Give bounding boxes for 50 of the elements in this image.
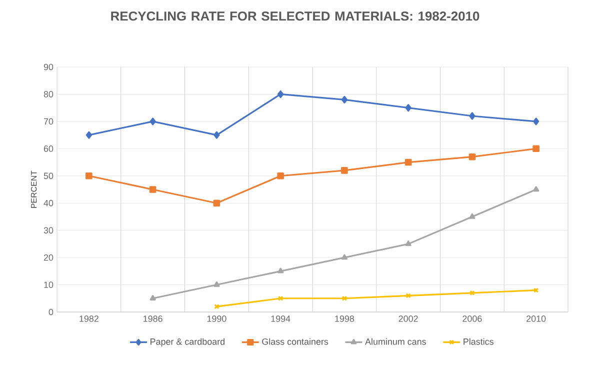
point xyxy=(149,186,156,193)
point xyxy=(405,240,412,246)
y-tick-label: 30 xyxy=(44,227,54,234)
point xyxy=(213,200,220,206)
point xyxy=(341,254,348,260)
point xyxy=(86,131,92,139)
y-tick-label: 10 xyxy=(44,282,54,288)
point xyxy=(214,131,220,139)
point xyxy=(150,294,156,300)
point xyxy=(214,281,220,287)
y-tick-label: 80 xyxy=(44,91,54,98)
legend-label: Plastics xyxy=(464,338,494,345)
x-tick-label: 2002 xyxy=(398,316,418,322)
y-tick-label: 60 xyxy=(44,145,54,152)
point xyxy=(405,104,412,112)
point xyxy=(277,172,284,180)
point xyxy=(341,96,348,104)
legend-label: Aluminum cans xyxy=(365,338,426,345)
point xyxy=(278,90,284,98)
point xyxy=(468,153,476,160)
point xyxy=(278,268,284,274)
point xyxy=(150,118,156,126)
legend-label: Glass containers xyxy=(262,338,328,345)
point xyxy=(404,158,412,166)
x-tick-label: 1982 xyxy=(80,316,98,322)
y-tick-label: 20 xyxy=(44,254,54,261)
point xyxy=(533,186,540,192)
x-tick-label: 1998 xyxy=(335,316,354,322)
legend-label: Paper & cardboard xyxy=(150,338,224,347)
y-tick-label: 90 xyxy=(44,64,54,70)
y-tick-label: 40 xyxy=(44,200,54,206)
point xyxy=(342,296,348,302)
y-tick-label: 70 xyxy=(44,118,54,125)
point xyxy=(86,172,92,180)
point xyxy=(341,167,348,174)
point xyxy=(532,145,540,152)
chart-title: RECYCLING RATE FOR SELECTED MATERIALS: 1982-2010 xyxy=(111,12,480,21)
x-tick-label: 1986 xyxy=(144,316,162,322)
x-tick-label: 2010 xyxy=(526,316,546,322)
point xyxy=(469,112,476,120)
x-tick-label: 2006 xyxy=(462,316,482,322)
x-tick-label: 1990 xyxy=(207,316,226,322)
point xyxy=(278,296,284,302)
x-tick-label: 1994 xyxy=(271,316,290,322)
point xyxy=(470,290,475,296)
y-tick-label: 50 xyxy=(44,172,54,180)
point xyxy=(533,118,540,126)
point xyxy=(469,213,476,219)
y-tick-label: 0 xyxy=(48,308,54,316)
point xyxy=(406,293,411,298)
